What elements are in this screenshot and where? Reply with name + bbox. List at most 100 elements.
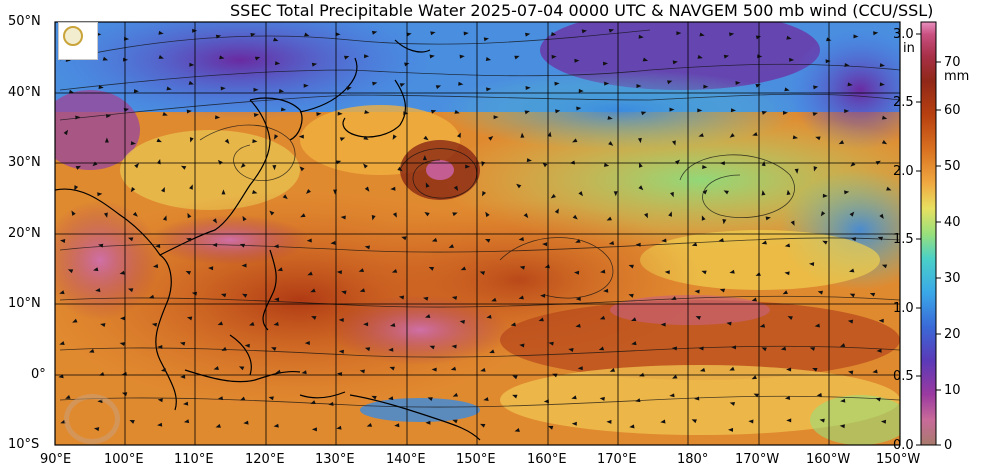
wind-arrow-icon xyxy=(148,294,155,299)
seal-icon xyxy=(63,26,83,46)
wind-arrow-icon xyxy=(88,348,95,353)
wind-arrow-icon xyxy=(514,55,520,60)
wind-arrow-icon xyxy=(454,109,460,114)
wind-arrow-icon xyxy=(310,288,316,293)
wind-arrow-icon xyxy=(718,238,724,243)
wind-arrow-icon xyxy=(316,112,322,117)
wind-arrow-icon xyxy=(702,189,708,195)
wind-arrow-icon xyxy=(631,341,637,346)
wind-arrow-icon xyxy=(274,297,280,302)
wind-arrow-icon xyxy=(217,321,223,326)
wind-arrow-icon xyxy=(784,243,791,248)
wind-arrow-icon xyxy=(636,84,642,88)
wind-arrow-icon xyxy=(359,288,366,293)
lat-label-40n: 40°N xyxy=(8,85,41,100)
wind-arrow-icon xyxy=(456,132,461,138)
cb-inch-0-5: 0.5 xyxy=(893,369,914,384)
wind-arrow-icon xyxy=(183,401,189,406)
wind-arrow-icon xyxy=(337,111,343,116)
wind-arrow-icon xyxy=(702,165,708,169)
wind-arrow-icon xyxy=(364,347,371,352)
wind-arrow-icon xyxy=(729,401,736,406)
wind-arrow-icon xyxy=(578,88,584,93)
wind-arrow-icon xyxy=(406,32,412,37)
wind-arrow-icon xyxy=(328,401,334,406)
wind-arrow-icon xyxy=(814,323,820,328)
wind-arrow-icon xyxy=(250,32,256,37)
wind-arrow-icon xyxy=(694,396,700,401)
wind-arrow-icon xyxy=(392,134,397,140)
wind-arrow-icon xyxy=(97,192,103,197)
wind-arrow-icon xyxy=(572,138,578,143)
wind-arrow-icon xyxy=(127,288,134,293)
wind-arrow-icon xyxy=(847,370,854,375)
wind-arrow-icon xyxy=(274,61,281,66)
wind-arrow-icon xyxy=(311,62,318,67)
wind-arrow-icon xyxy=(221,189,226,195)
wind-arrow-icon xyxy=(424,211,430,217)
wind-arrow-icon xyxy=(484,238,491,243)
wind-arrow-icon xyxy=(838,140,845,145)
wind-arrow-icon xyxy=(547,131,552,137)
wind-arrow-icon xyxy=(133,89,139,94)
wind-arrow-icon xyxy=(208,266,214,271)
wind-arrow-icon xyxy=(189,184,193,190)
wind-arrow-icon xyxy=(819,418,825,423)
wind-arrow-icon xyxy=(672,60,678,65)
wind-arrow-icon xyxy=(847,82,853,87)
wind-arrow-icon xyxy=(221,346,227,351)
colorbar xyxy=(920,21,937,446)
wind-arrow-icon xyxy=(761,160,766,167)
lon-label-160w: 160°W xyxy=(806,452,851,467)
wind-arrow-icon xyxy=(277,267,283,272)
wind-arrow-icon xyxy=(310,400,316,404)
wind-arrow-icon xyxy=(554,208,559,214)
lat-label-10n: 10°N xyxy=(8,296,41,311)
wind-arrow-icon xyxy=(512,375,518,380)
wind-arrow-icon xyxy=(186,237,192,242)
wind-arrow-icon xyxy=(127,237,134,242)
tpw-field xyxy=(55,22,900,445)
wind-arrow-icon xyxy=(191,291,198,296)
wind-arrow-icon xyxy=(481,161,486,167)
wind-arrow-icon xyxy=(699,367,706,372)
wind-arrow-icon xyxy=(358,268,365,273)
wind-arrow-icon xyxy=(544,264,550,269)
wind-arrow-icon xyxy=(157,345,163,349)
wind-arrow-icon xyxy=(603,61,609,66)
wind-arrow-icon xyxy=(95,288,101,293)
cimss-logo xyxy=(58,392,128,444)
wind-arrow-icon xyxy=(697,108,703,113)
wind-arrow-icon xyxy=(338,318,344,322)
wind-arrow-icon xyxy=(450,366,457,371)
wind-arrow-icon xyxy=(304,341,310,345)
wind-arrow-icon xyxy=(220,86,226,91)
wind-arrow-icon xyxy=(275,369,281,374)
wind-arrow-icon xyxy=(628,264,634,269)
wind-arrow-icon xyxy=(306,188,311,194)
wind-arrow-icon xyxy=(224,138,230,144)
lon-label-120e: 120°E xyxy=(245,452,285,467)
wind-arrow-icon xyxy=(755,84,761,88)
wind-arrow-icon xyxy=(134,163,140,169)
wind-arrow-icon xyxy=(703,84,709,89)
wind-arrow-icon xyxy=(217,159,223,165)
cb-inch-unit: in xyxy=(903,41,915,56)
wind-arrow-icon xyxy=(629,424,635,429)
wind-arrow-icon xyxy=(220,293,227,298)
lon-label-130e: 130°E xyxy=(315,452,355,467)
wind-arrow-icon xyxy=(598,346,605,351)
cb-inch-1-0: 1.0 xyxy=(893,301,914,316)
wind-arrow-icon xyxy=(853,34,859,39)
lon-label-170w: 170°W xyxy=(735,452,780,467)
lat-label-50n: 50°N xyxy=(8,14,41,29)
wind-arrow-icon xyxy=(213,366,219,371)
wind-arrow-icon xyxy=(481,190,487,197)
wind-arrow-icon xyxy=(479,423,486,428)
wind-arrow-icon xyxy=(568,348,574,352)
wind-arrow-icon xyxy=(701,215,706,221)
wind-arrow-icon xyxy=(186,316,193,321)
wind-arrow-icon xyxy=(336,425,342,430)
wind-arrow-icon xyxy=(253,87,259,92)
wind-arrow-icon xyxy=(431,237,438,242)
